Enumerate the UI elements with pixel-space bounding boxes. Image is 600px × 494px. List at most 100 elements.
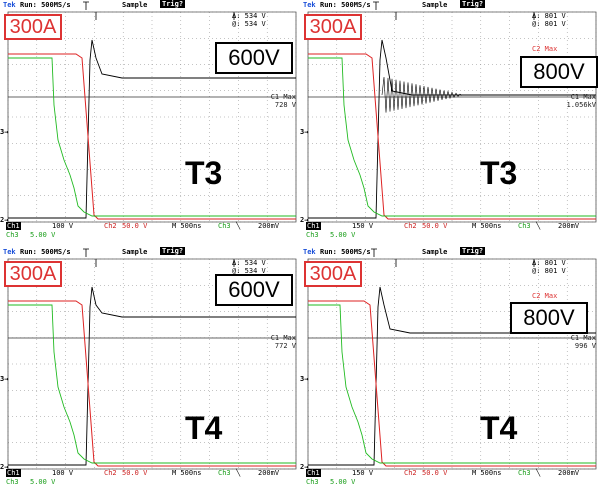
c1-max-readout: C1 Max 1.056kV <box>566 93 596 109</box>
ch3-scale: 5.00 V <box>330 231 356 239</box>
transistor-label: T4 <box>480 410 518 446</box>
grid-border <box>307 11 597 223</box>
ch3-gate-trace <box>8 57 296 217</box>
voltage-label: 600V <box>215 274 293 306</box>
grid-border <box>7 11 297 223</box>
brand-label: Tek <box>3 1 16 9</box>
scope-graticule <box>307 248 597 470</box>
cursor-markers <box>395 12 535 20</box>
acquisition-mode: Sample <box>122 248 148 256</box>
ch1-scale: 150 V <box>352 222 374 230</box>
trigger-slope-icon: ╲ <box>536 222 541 230</box>
grid-lines <box>307 258 597 470</box>
current-label: 300A <box>4 261 62 287</box>
ch2-scale: 50.0 V <box>422 469 448 477</box>
trigger-level: 200mV <box>258 222 280 230</box>
ch1-label: Ch1 <box>306 469 321 477</box>
ch1-scale: 100 V <box>52 222 74 230</box>
brand-label: Tek <box>303 1 316 9</box>
trigger-position-marker <box>83 1 89 10</box>
timebase: M 500ns <box>472 469 502 477</box>
c1-max-label: C1 Max <box>270 334 296 342</box>
brand-label: Tek <box>3 248 16 256</box>
trigger-level: 200mV <box>258 469 280 477</box>
ch2-scale: 50.0 V <box>422 222 448 230</box>
run-status: Run: 500MS/s <box>20 1 71 9</box>
trigger-source: Ch3 <box>218 469 231 477</box>
run-status: Run: 500MS/s <box>320 248 371 256</box>
cursor-at: @: 534 V <box>232 20 266 28</box>
ch3-label: Ch3 <box>6 231 19 239</box>
c1-max-readout: C1 Max 728 V <box>271 93 296 109</box>
c1-max-label: C1 Max <box>270 93 296 101</box>
brand-label: Tek <box>303 248 316 256</box>
scope-panel-t3-600v: Tek Run: 500MS/s Sample Trig? 300A 600V … <box>0 0 300 247</box>
transistor-label: T4 <box>185 410 223 446</box>
ch1-ringing <box>381 76 463 113</box>
ch2-current-trace <box>308 53 596 220</box>
voltage-label: 800V <box>520 56 598 88</box>
ch3-gate-trace <box>308 304 596 464</box>
cursor-delta: Δ: 801 V <box>532 259 566 267</box>
scope-footer: Ch1 100 V Ch2 50.0 V M 500ns Ch3 ╲ 200mV… <box>0 468 300 490</box>
trigger-status: Trig? <box>460 0 486 8</box>
timebase: M 500ns <box>172 222 202 230</box>
trigger-slope-icon: ╲ <box>536 469 541 477</box>
ch2-current-trace <box>8 53 296 220</box>
trigger-status: Trig? <box>160 0 186 8</box>
c1-max-readout: C1 Max 772 V <box>271 334 296 350</box>
scope-graticule <box>307 1 597 223</box>
ch1-scale: 150 V <box>352 469 374 477</box>
ch1-label: Ch1 <box>6 469 21 477</box>
cursor-readout: Δ: 534 V @: 534 V <box>232 259 266 275</box>
cursor-readout: Δ: 801 V @: 801 V <box>532 12 566 28</box>
cursor-at: @: 801 V <box>532 20 566 28</box>
ch2-ground-marker: 2→ <box>0 216 9 224</box>
c1-max-value: 772 V <box>274 342 296 350</box>
cursor-readout: Δ: 534 V @: 534 V <box>232 12 266 28</box>
c1-max-readout: C1 Max 996 V <box>571 334 596 350</box>
ch1-voltage-trace <box>8 286 296 466</box>
trigger-slope-icon: ╲ <box>236 469 241 477</box>
run-status: Run: 500MS/s <box>20 248 71 256</box>
cursor-markers <box>95 259 235 267</box>
trigger-position-marker <box>373 1 379 10</box>
ch3-label: Ch3 <box>6 478 19 486</box>
current-label: 300A <box>304 14 362 40</box>
trigger-level: 200mV <box>558 469 580 477</box>
cursor-markers <box>395 259 535 267</box>
c1-max-label: C1 Max <box>570 93 596 101</box>
grid-lines <box>307 11 597 223</box>
ch2-scale: 50.0 V <box>122 469 148 477</box>
trigger-level: 200mV <box>558 222 580 230</box>
trigger-position-marker <box>83 248 89 257</box>
c1-max-value: 996 V <box>574 342 596 350</box>
scope-graticule <box>7 248 297 470</box>
grid <box>7 258 297 470</box>
grid <box>7 11 297 223</box>
grid <box>307 11 597 223</box>
ch1-label: Ch1 <box>306 222 321 230</box>
voltage-label: 600V <box>215 42 293 74</box>
scope-header: Tek Run: 500MS/s Sample Trig? <box>300 247 600 258</box>
cursor-at: @: 801 V <box>532 267 566 275</box>
ch3-label: Ch3 <box>306 478 319 486</box>
c2-max-label: C2 Max <box>532 292 558 300</box>
ch2-current-trace <box>8 300 296 467</box>
grid-border <box>7 258 297 470</box>
grid <box>307 258 597 470</box>
trigger-source: Ch3 <box>218 222 231 230</box>
transistor-label: T3 <box>185 155 223 191</box>
ch2-scale: 50.0 V <box>122 222 148 230</box>
scope-panel-t4-800v: Tek Run: 500MS/s Sample Trig? 300A 800V … <box>300 247 600 494</box>
voltage-label: 800V <box>510 302 588 334</box>
acquisition-mode: Sample <box>422 1 448 9</box>
ch3-scale: 5.00 V <box>30 478 56 486</box>
transistor-label: T3 <box>480 155 518 191</box>
trigger-slope-icon: ╲ <box>236 222 241 230</box>
scope-graticule <box>7 1 297 223</box>
cursor-delta: Δ: 534 V <box>232 259 266 267</box>
timebase: M 500ns <box>472 222 502 230</box>
cursor-delta: Δ: 534 V <box>232 12 266 20</box>
scope-header: Tek Run: 500MS/s Sample Trig? <box>300 0 600 11</box>
